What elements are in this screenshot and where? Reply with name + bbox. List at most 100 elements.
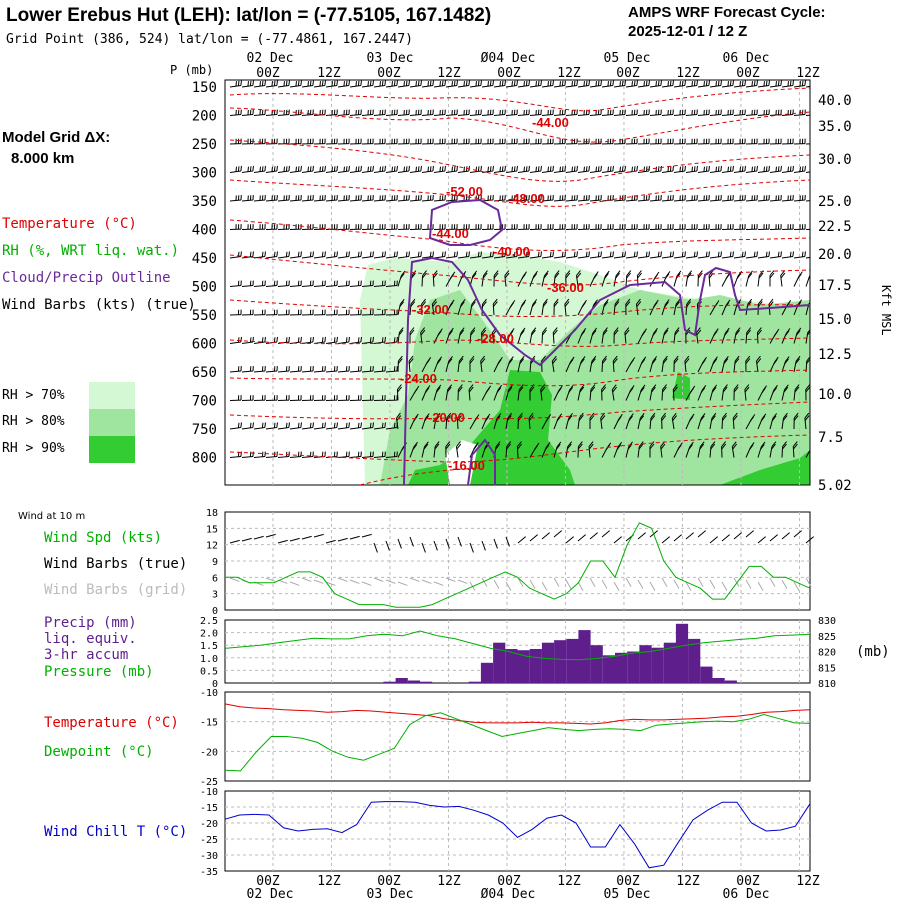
wind-barb-flag <box>405 251 408 257</box>
wind-barb-flag <box>465 251 468 257</box>
grid-barb <box>373 577 384 582</box>
wind-barb-flag <box>439 81 441 87</box>
isotherm <box>229 219 810 251</box>
wind-barb-flag <box>657 251 660 257</box>
wind-barb-flag <box>261 80 264 86</box>
wind-barb-flag <box>483 270 488 276</box>
wind-barb-flag <box>724 301 730 308</box>
windchill-panel-grid <box>225 791 810 871</box>
wind-barb-flag <box>812 81 813 86</box>
wind-barb-flag <box>510 328 515 334</box>
wind-barb-flag <box>785 328 791 334</box>
wind-barb-flag <box>727 166 729 172</box>
wind-barb-flag <box>424 387 430 393</box>
wind-barb-flag <box>408 165 410 172</box>
wind-barb <box>553 255 565 259</box>
wind-barb-flag <box>705 166 708 172</box>
wind-barb-flag <box>333 251 336 257</box>
wind-barb <box>361 426 373 430</box>
wind-barb <box>349 426 361 430</box>
wind-barb-flag <box>757 301 763 307</box>
isotherm <box>229 87 810 112</box>
grid-barb <box>625 577 632 587</box>
wind-barb-flag <box>434 441 440 447</box>
wind-barb-flag <box>397 384 402 390</box>
wind-barb <box>697 255 709 259</box>
wind-barb-flag <box>405 80 408 86</box>
wind-barb-flag <box>573 80 576 86</box>
wind-barb-flag <box>571 81 573 87</box>
wind-barb-flag <box>463 166 465 172</box>
wind-barb-flag <box>760 444 765 450</box>
wind-barb-flag <box>252 165 254 172</box>
surface-barb <box>505 536 510 547</box>
wind-barb-flag <box>528 80 530 86</box>
wind-barb-flag <box>252 251 254 257</box>
wind-barb-flag <box>753 251 756 257</box>
wind-barb-flag <box>412 444 418 450</box>
wind-barb <box>277 199 290 202</box>
wind-barb <box>577 199 590 202</box>
wind-barb-flag <box>247 81 249 87</box>
wind-barb-flag <box>521 299 527 306</box>
wind-barb-flag <box>619 81 621 87</box>
wind-barb-flag <box>561 251 564 257</box>
wind-barb-flag <box>513 251 516 257</box>
wind-barb-flag <box>696 329 702 336</box>
wind-barb-flag <box>633 251 636 257</box>
wind-barb <box>325 370 338 373</box>
grid-barb <box>589 577 596 587</box>
wind-barb-flag <box>495 441 501 448</box>
wind-barb <box>337 170 349 173</box>
wind-barb-flag <box>261 422 264 428</box>
wind-barb-flag <box>533 444 539 451</box>
axis-tick: 830 <box>818 616 836 627</box>
wind-barb <box>253 285 266 287</box>
wind-barb-flag <box>499 166 501 172</box>
wind-barb-flag <box>429 166 432 172</box>
wind-barb <box>745 170 757 173</box>
wind-barb-flag <box>459 329 465 336</box>
wind-barb-flag <box>625 298 631 305</box>
wind-barb-flag <box>710 441 716 447</box>
wind-barb <box>757 170 769 173</box>
wind-barb-flag <box>690 413 695 420</box>
time-tick: 00Z <box>377 874 401 889</box>
date-tick: 03 Dec <box>367 887 414 900</box>
surface-barb <box>529 534 538 542</box>
wind-barb <box>301 341 313 344</box>
wind-barb-flag <box>712 358 718 365</box>
height-tick: 12.5 <box>818 347 852 363</box>
wind-barb-flag <box>712 384 718 391</box>
wind-barb-flag <box>592 301 598 308</box>
wind-barb-flag <box>657 166 660 172</box>
wind-barb-flag <box>663 355 668 362</box>
wind-barb-flag <box>782 415 788 421</box>
wind-barb <box>793 114 806 116</box>
wind-barb-flag <box>703 81 705 87</box>
wind-barb-flag <box>775 81 777 87</box>
wind-barb <box>373 255 385 259</box>
wind-barb <box>601 114 614 116</box>
wind-barb-flag <box>285 251 288 257</box>
wind-barb <box>373 170 385 173</box>
wind-barb-flag <box>509 330 514 337</box>
time-tick: 12Z <box>317 66 341 81</box>
wind-barb <box>301 426 313 430</box>
precip-bar <box>615 652 628 683</box>
legend-cloud-outline: Cloud/Precip Outline <box>2 270 171 286</box>
wind-barb-flag <box>369 251 372 257</box>
wind-barb-flag <box>477 251 480 257</box>
wind-barb <box>349 285 362 287</box>
surface-barb <box>685 532 694 540</box>
wind-barb-flag <box>240 80 242 86</box>
wind-barb-flag <box>307 166 309 172</box>
pressure-tick: 500 <box>192 280 217 296</box>
wind-barb-flag <box>549 251 552 257</box>
wind-barb <box>253 255 265 259</box>
wind-barb-flag <box>628 415 633 422</box>
wind-barb <box>337 426 349 430</box>
wind-barb-flag <box>393 337 396 343</box>
wind-barb-flag <box>482 298 487 305</box>
wind-barb-flag <box>324 165 326 172</box>
